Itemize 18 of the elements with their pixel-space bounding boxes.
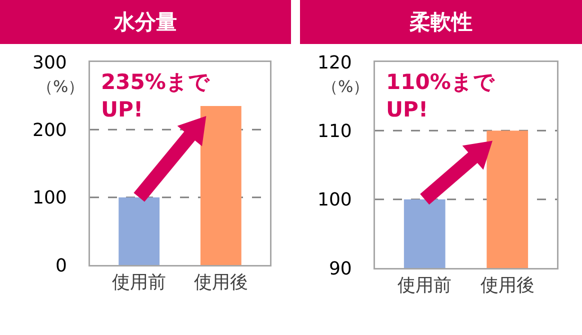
- x-tick-label: 使用後: [194, 272, 248, 294]
- y-tick-label: 200: [32, 120, 67, 141]
- annotation: 110%まで UP!: [386, 70, 495, 122]
- annotation: 235%まで UP!: [101, 70, 210, 122]
- y-tick-label: 90: [328, 258, 352, 280]
- chart-title: 水分量: [0, 0, 291, 44]
- y-tick-label: 100: [32, 188, 67, 209]
- chart-title: 柔軟性: [300, 0, 582, 44]
- x-tick-label: 使用前: [398, 275, 452, 296]
- y-tick-label: 0: [55, 255, 67, 276]
- x-tick-label: 使用前: [112, 272, 166, 294]
- y-axis-title: （%）: [322, 77, 370, 96]
- y-axis-title: （%）: [37, 77, 84, 96]
- y-tick-label: 300: [32, 52, 67, 74]
- y-tick-label: 120: [318, 52, 352, 74]
- y-tick-label: 100: [318, 190, 352, 211]
- x-tick-label: 使用後: [480, 275, 534, 296]
- y-tick-label: 110: [318, 120, 352, 142]
